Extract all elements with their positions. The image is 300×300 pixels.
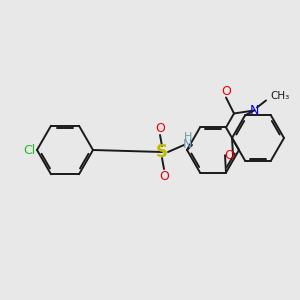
Text: O: O [224, 149, 234, 162]
Text: S: S [156, 143, 168, 161]
Text: CH₃: CH₃ [270, 92, 289, 101]
Text: H: H [184, 132, 192, 142]
Text: N: N [249, 104, 259, 117]
Text: O: O [155, 122, 165, 134]
Text: O: O [159, 169, 169, 182]
Text: Cl: Cl [23, 143, 35, 157]
Text: O: O [221, 85, 231, 98]
Text: N: N [182, 139, 192, 152]
